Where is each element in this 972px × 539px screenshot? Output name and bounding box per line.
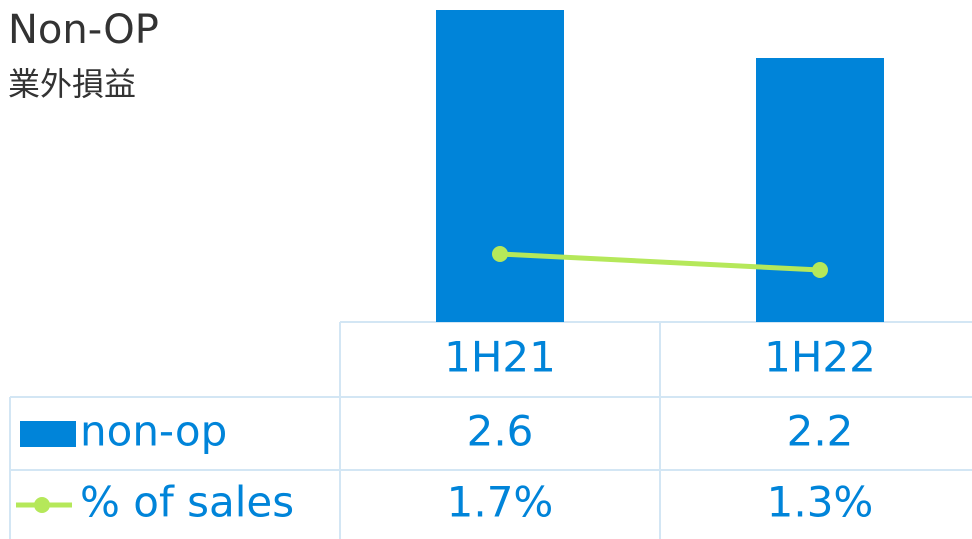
- bar: [436, 10, 564, 322]
- legend-label: non-op: [80, 407, 227, 456]
- column-header: 1H22: [764, 333, 876, 382]
- bar: [756, 58, 884, 322]
- line-point: [812, 262, 828, 278]
- column-header: 1H21: [444, 333, 556, 382]
- legend-label: % of sales: [80, 478, 294, 527]
- legend-swatch: [20, 421, 76, 447]
- chart-subtitle: 業外損益: [8, 65, 136, 103]
- table-value: 2.6: [467, 407, 534, 456]
- line: [499, 251, 821, 273]
- table-value: 2.2: [787, 407, 854, 456]
- legend-dot: [34, 497, 50, 513]
- line-point: [492, 246, 508, 262]
- table-value: 1.3%: [767, 478, 874, 527]
- table-value: 1.7%: [447, 478, 554, 527]
- chart-title: Non-OP: [8, 7, 159, 53]
